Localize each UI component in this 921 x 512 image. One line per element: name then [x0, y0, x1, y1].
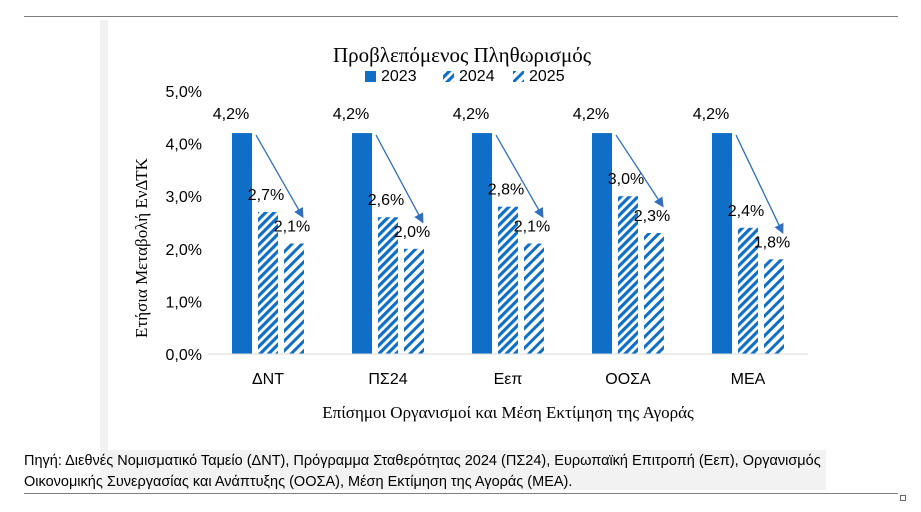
data-label-2024-4: 2,4%: [728, 203, 764, 220]
data-label-2023-4: 4,2%: [693, 106, 729, 123]
trend-arrow-1: [375, 134, 424, 224]
x-axis-title: Επίσημοι Οργανισμοί και Μέση Εκτίμηση τη…: [322, 403, 694, 422]
legend-label-2024: 2024: [459, 68, 495, 85]
bar-2024-2: [498, 206, 518, 354]
y-tick-label: 5,0%: [166, 84, 202, 101]
bar-2023-0: [232, 133, 252, 354]
data-label-2023-2: 4,2%: [453, 106, 489, 123]
bar-2025-2: [524, 243, 544, 354]
bar-2025-3: [644, 233, 664, 354]
x-tick-label: ΜΕΑ: [731, 371, 766, 388]
trend-arrow-2: [495, 134, 544, 219]
x-tick-label: ΟΟΣΑ: [605, 371, 651, 388]
y-axis: 0,0% 1,0% 2,0% 3,0% 4,0% 5,0%: [166, 84, 202, 364]
y-tick-label: 2,0%: [166, 242, 202, 259]
data-label-2025-4: 1,8%: [754, 234, 790, 251]
bar-2023-1: [352, 133, 372, 354]
y-tick-label: 4,0%: [166, 137, 202, 154]
bar-2024-4: [738, 227, 758, 354]
bar-2025-0: [284, 243, 304, 354]
resize-handle: [900, 495, 906, 501]
legend-swatch-2023: [365, 71, 376, 82]
data-label-2025-3: 2,3%: [634, 208, 670, 225]
legend-label-2023: 2023: [381, 68, 417, 85]
data-label-2024-3: 3,0%: [608, 171, 644, 188]
legend-swatch-2025: [513, 71, 524, 82]
bar-2025-1: [404, 248, 424, 354]
chart-title: Προβλεπόμενος Πληθωρισμός: [333, 43, 592, 67]
bar-2025-4: [764, 259, 784, 354]
top-rule: [24, 16, 898, 17]
data-label-2025-1: 2,0%: [394, 224, 430, 241]
trend-arrow-4: [735, 134, 784, 235]
x-tick-label: Εεπ: [494, 371, 523, 388]
y-tick-label: 3,0%: [166, 189, 202, 206]
x-tick-label: ΔΝΤ: [252, 371, 284, 388]
data-label-2023-1: 4,2%: [333, 106, 369, 123]
data-label-2023-3: 4,2%: [573, 106, 609, 123]
y-axis-title: Ετήσια Μεταβολή ΕνΔΤΚ: [132, 157, 151, 338]
bar-2024-0: [258, 211, 278, 354]
data-label-2025-0: 2,1%: [274, 219, 310, 236]
chart: Προβλεπόμενος Πληθωρισμός 2023 2024 2025…: [108, 20, 826, 450]
data-label-2024-0: 2,7%: [248, 187, 284, 204]
legend: 2023 2024 2025: [365, 68, 565, 85]
bars: 4,2% 2,7% 2,1% 4,2% 2,6% 2,0% 4,2% 2,8% 2,1% 4,2%…: [213, 106, 790, 354]
bar-2023-4: [712, 133, 732, 354]
x-tick-label: ΠΣ24: [368, 371, 407, 388]
data-label-2024-2: 2,8%: [488, 182, 524, 199]
bar-2023-2: [472, 133, 492, 354]
y-tick-label: 0,0%: [166, 347, 202, 364]
x-axis: ΔΝΤ ΠΣ24 Εεπ ΟΟΣΑ ΜΕΑ: [208, 353, 808, 388]
bar-2024-3: [618, 196, 638, 354]
bar-2024-1: [378, 217, 398, 354]
legend-label-2025: 2025: [529, 68, 565, 85]
source-note: Πηγή: Διεθνές Νομισματικό Ταμείο (ΔΝΤ), …: [24, 453, 821, 490]
trend-arrow-0: [255, 134, 304, 219]
legend-swatch-2024: [443, 71, 454, 82]
trend-arrow-3: [615, 134, 664, 208]
data-label-2025-2: 2,1%: [514, 219, 550, 236]
trend-arrows: [255, 134, 784, 235]
chart-svg: Προβλεπόμενος Πληθωρισμός 2023 2024 2025…: [132, 43, 808, 422]
bottom-rule: [24, 493, 898, 494]
data-label-2024-1: 2,6%: [368, 192, 404, 209]
y-tick-label: 1,0%: [166, 294, 202, 311]
bar-2023-3: [592, 133, 612, 354]
data-label-2023-0: 4,2%: [213, 106, 249, 123]
